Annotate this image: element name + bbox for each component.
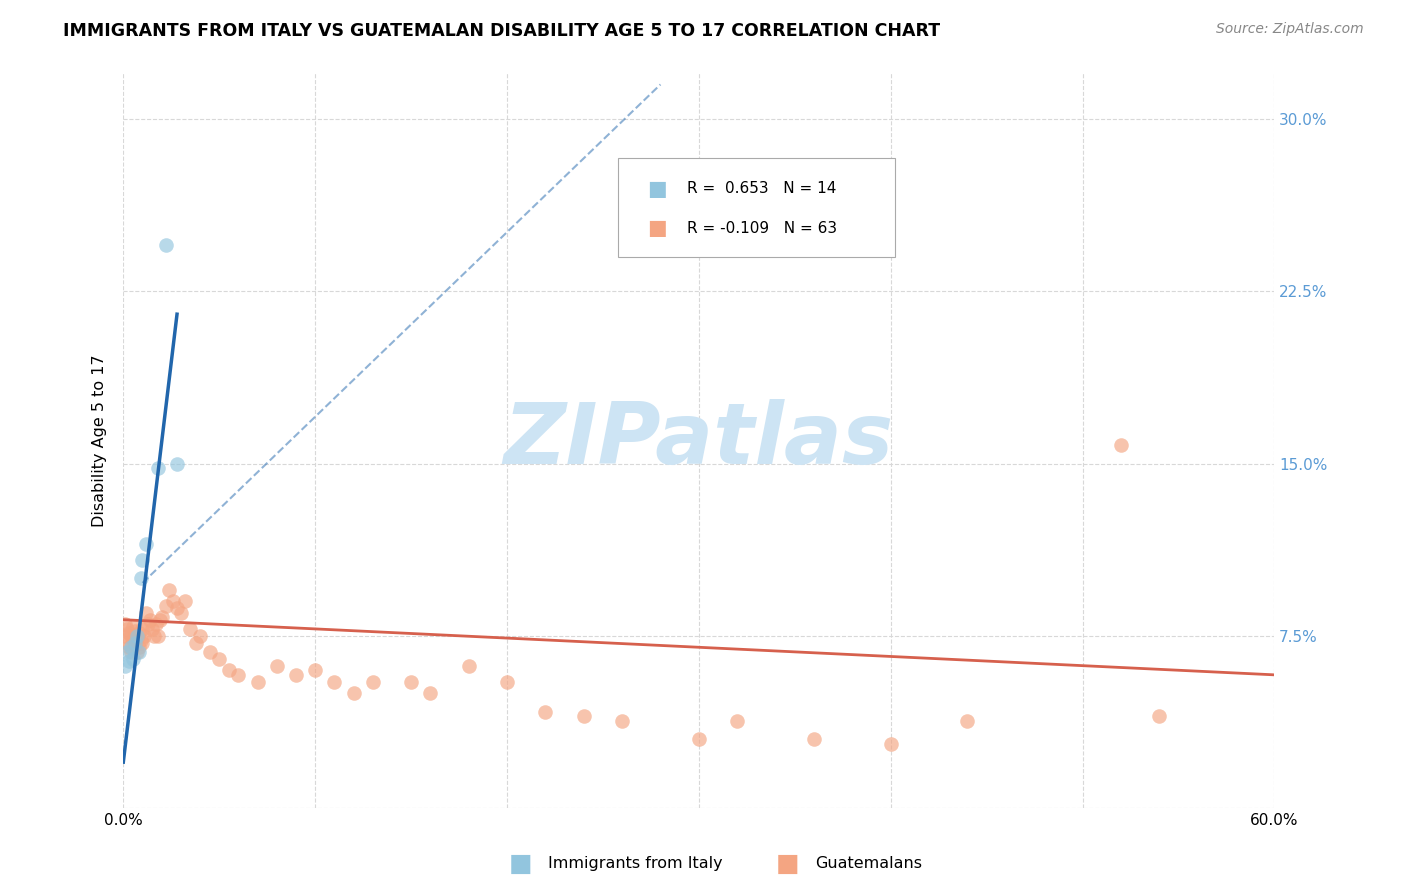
Point [128, 626, 150, 640]
Point [143, 629, 166, 643]
Point [170, 606, 193, 620]
Point [146, 629, 169, 643]
Point [879, 737, 901, 751]
Point [122, 652, 145, 666]
Point [228, 668, 250, 682]
Point [496, 674, 519, 689]
Point [266, 658, 288, 673]
Point [124, 638, 146, 652]
Point [125, 631, 148, 645]
Point [139, 613, 162, 627]
Text: IMMIGRANTS FROM ITALY VS GUATEMALAN DISABILITY AGE 5 TO 17 CORRELATION CHART: IMMIGRANTS FROM ITALY VS GUATEMALAN DISA… [63, 22, 941, 40]
Point [323, 674, 346, 689]
Point [114, 617, 136, 632]
Point [534, 705, 557, 719]
Point [115, 645, 138, 659]
Point [208, 652, 231, 666]
Text: ■: ■ [647, 178, 666, 199]
Point [157, 582, 180, 597]
Point [120, 645, 142, 659]
Point [135, 537, 157, 551]
Point [304, 663, 326, 677]
Point [166, 601, 188, 615]
Text: ZIPatlas: ZIPatlas [503, 399, 894, 482]
Point [131, 635, 153, 649]
Point [135, 606, 157, 620]
Point [128, 640, 150, 655]
Point [129, 633, 152, 648]
Point [166, 457, 188, 471]
Text: R = -0.109   N = 63: R = -0.109 N = 63 [688, 220, 838, 235]
Point [186, 635, 208, 649]
Point [115, 622, 138, 636]
Point [122, 633, 145, 648]
Point [419, 686, 441, 700]
Point [399, 674, 422, 689]
Point [118, 654, 141, 668]
Point [198, 645, 221, 659]
Text: ■: ■ [647, 219, 666, 238]
Point [284, 668, 307, 682]
Point [141, 622, 163, 636]
Point [218, 663, 240, 677]
Point [155, 238, 177, 252]
Point [134, 629, 156, 643]
Text: Immigrants from Italy: Immigrants from Italy [548, 856, 723, 871]
Point [118, 640, 141, 655]
Point [725, 714, 748, 728]
Point [122, 619, 145, 633]
Point [125, 645, 148, 659]
Point [188, 629, 211, 643]
Point [120, 629, 142, 643]
Point [246, 674, 269, 689]
Point [118, 626, 141, 640]
Point [128, 645, 150, 659]
Point [956, 714, 979, 728]
Text: ■: ■ [509, 852, 531, 875]
Point [124, 635, 146, 649]
Point [131, 553, 153, 567]
Y-axis label: Disability Age 5 to 17: Disability Age 5 to 17 [93, 354, 107, 527]
Point [179, 622, 201, 636]
Text: Guatemalans: Guatemalans [815, 856, 922, 871]
Point [125, 629, 148, 643]
Text: ■: ■ [776, 852, 799, 875]
Point [610, 714, 633, 728]
Text: R =  0.653   N = 14: R = 0.653 N = 14 [688, 181, 837, 196]
Point [129, 571, 152, 585]
Point [688, 732, 710, 747]
Point [173, 594, 195, 608]
Point [457, 658, 479, 673]
FancyBboxPatch shape [619, 158, 894, 257]
Point [149, 613, 172, 627]
Point [803, 732, 825, 747]
Point [146, 461, 169, 475]
Point [155, 599, 177, 613]
Point [124, 624, 146, 639]
Text: Source: ZipAtlas.com: Source: ZipAtlas.com [1216, 22, 1364, 37]
Point [131, 622, 153, 636]
Point [572, 709, 595, 723]
Point [1149, 709, 1171, 723]
Point [114, 629, 136, 643]
Point [120, 640, 142, 655]
Point [361, 674, 384, 689]
Point [115, 635, 138, 649]
Point [162, 594, 184, 608]
Point [136, 617, 159, 632]
Point [150, 610, 173, 624]
Point [1109, 438, 1132, 452]
Point [342, 686, 364, 700]
Point [114, 658, 136, 673]
Point [145, 617, 167, 632]
